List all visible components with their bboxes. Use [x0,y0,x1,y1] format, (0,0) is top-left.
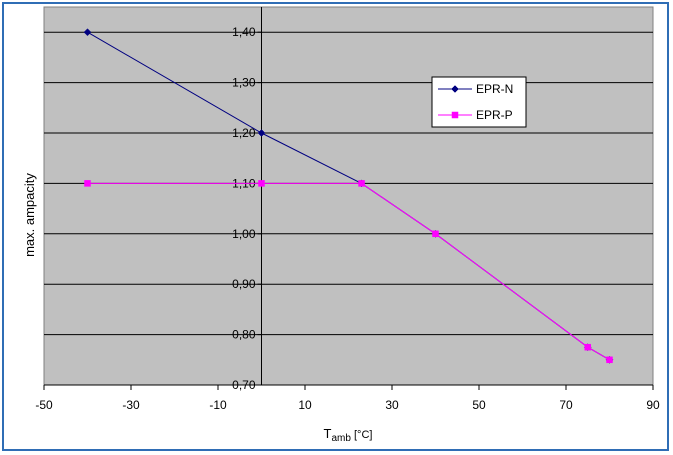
legend-label-epr-n: EPR-N [476,82,513,96]
legend-label-epr-p: EPR-P [476,108,513,122]
plot-area [43,6,654,386]
data-point-epr-n [83,28,92,37]
data-point-epr-p [606,356,613,364]
y-tick-label: 1,00 [232,227,256,241]
gridlines [44,31,653,336]
y-tick-label: 1,20 [232,126,256,140]
series-line-epr-p [87,182,610,361]
series-group [83,28,614,364]
data-point-epr-p [584,343,591,351]
x-axis-title-subscript: amb [331,433,351,444]
x-tick-label: 30 [385,398,399,412]
x-axis-ticks: -50 -30 -10 10 30 50 70 90 [35,385,660,412]
y-axis-title: max. ampacity [22,173,37,257]
x-tick-label: -50 [35,398,53,412]
x-axis-title-unit: [°C] [351,429,373,441]
x-tick-label: -10 [209,398,227,412]
legend: EPR-N EPR-P [431,76,527,128]
y-tick-label: 0,90 [232,277,256,291]
legend-marker-epr-p [451,111,459,119]
y-tick-label: 1,30 [232,76,256,90]
y-tick-label: 1,40 [232,25,256,39]
data-point-epr-p [432,230,439,238]
x-tick-label: -30 [122,398,140,412]
legend-box [431,76,527,128]
legend-items: EPR-N EPR-P [438,82,513,122]
y-axis-ticks: 0,700,800,901,001,101,201,301,40 [232,25,262,392]
x-tick-label: 90 [646,398,660,412]
x-tick-label: 10 [298,398,312,412]
data-point-epr-n [257,129,266,137]
data-point-epr-p [358,180,365,187]
data-point-epr-p [84,180,91,187]
legend-marker-epr-n [451,85,459,93]
y-tick-label: 0,80 [232,328,256,342]
x-axis-title-main: T [324,426,332,441]
x-axis-title: Tamb [°C] [324,426,373,444]
x-tick-label: 50 [472,398,486,412]
series-epr-p [84,180,613,364]
y-tick-label: 0,70 [232,378,256,392]
data-point-epr-p [258,180,265,187]
x-tick-label: 70 [559,398,573,412]
